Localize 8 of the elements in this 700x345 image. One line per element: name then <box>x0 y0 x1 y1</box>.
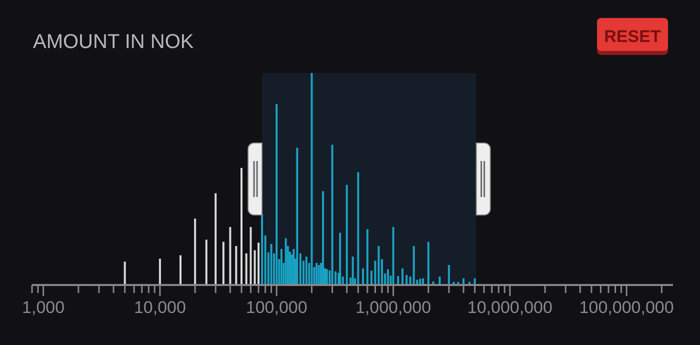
x-tick-label: 100,000 <box>246 298 308 317</box>
x-tick-label: 10,000,000 <box>467 298 552 317</box>
chart-title: AMOUNT IN NOK <box>33 31 194 53</box>
reset-button: RESET <box>597 18 668 55</box>
x-tick-label: 1,000 <box>22 298 65 317</box>
x-tick-label: 100,000,000 <box>579 298 674 317</box>
x-tick-label: 10,000 <box>134 298 186 317</box>
x-tick-label: 1,000,000 <box>355 298 432 317</box>
